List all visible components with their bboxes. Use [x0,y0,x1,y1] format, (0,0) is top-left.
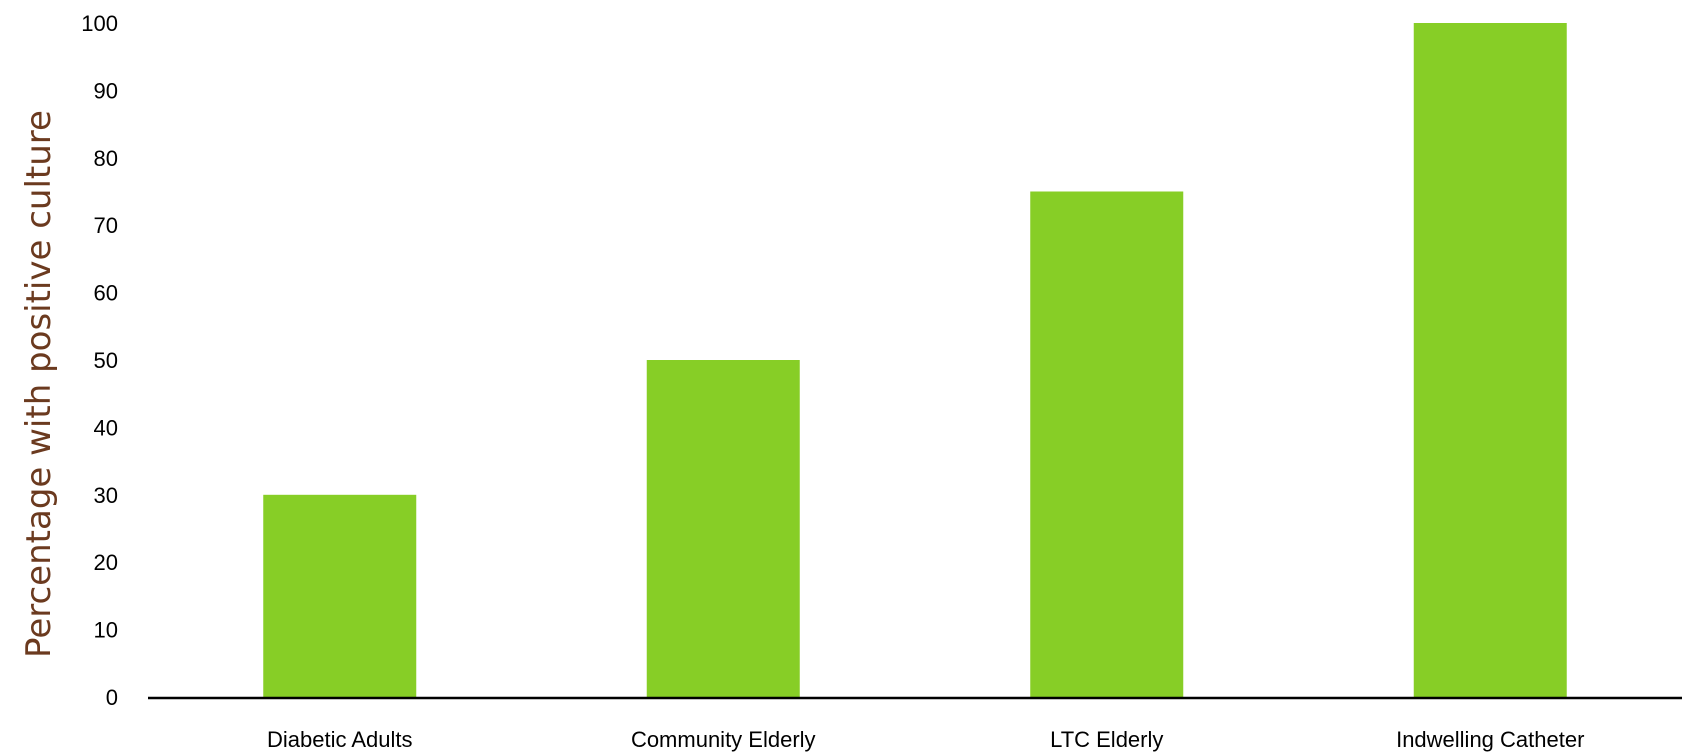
y-tick-label: 20 [94,550,118,575]
x-axis-categories: Diabetic Adults Community Elderly LTC Elde… [267,727,1584,752]
x-category-label: Community Elderly [631,727,816,752]
y-tick-label: 100 [81,11,118,36]
x-category-label: Diabetic Adults [267,727,413,752]
bars [263,23,1567,697]
y-tick-label: 40 [94,415,118,440]
y-tick-label: 30 [94,483,118,508]
y-axis-ticks: 0 10 20 30 40 50 60 70 80 90 100 [81,11,118,710]
bar [1413,23,1567,697]
y-tick-label: 10 [94,618,118,643]
y-tick-label: 70 [94,213,118,238]
y-tick-label: 90 [94,78,118,103]
y-tick-label: 0 [106,685,118,710]
x-category-label: LTC Elderly [1050,727,1163,752]
y-tick-label: 50 [94,348,118,373]
y-tick-label: 80 [94,146,118,171]
bar [646,360,800,697]
bar [263,494,417,697]
y-axis-label: Percentage with positive culture [19,110,59,658]
bar [1030,191,1184,697]
y-tick-label: 60 [94,281,118,306]
x-category-label: Indwelling Catheter [1396,727,1584,752]
